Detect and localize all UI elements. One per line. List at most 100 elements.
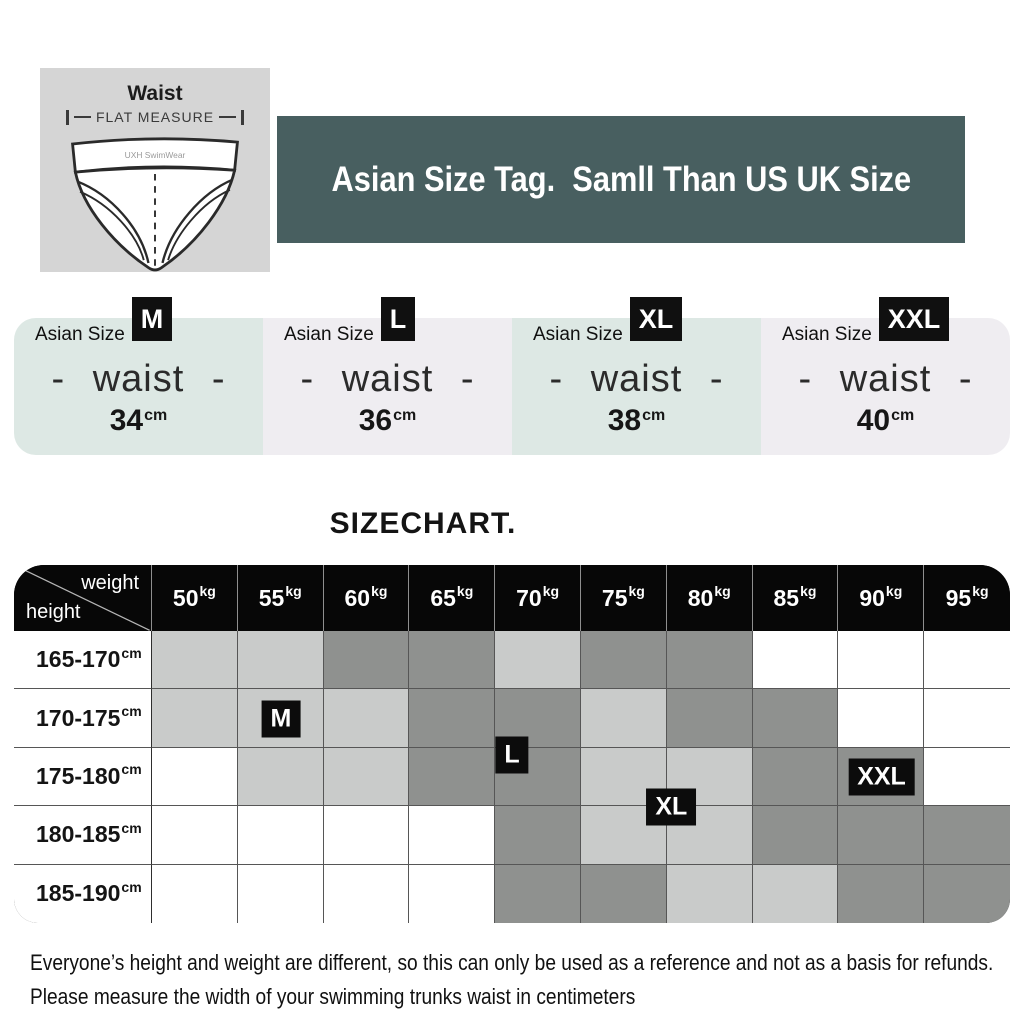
asian-size-label: Asian Size	[284, 324, 374, 345]
bracket-right-tick	[241, 109, 244, 125]
size-card-l: Asian Size L - waist - 36cm	[263, 297, 512, 455]
table-row-180-185cm: 180-185 cm	[14, 806, 1010, 865]
cell-170-175cm-95kg	[924, 689, 1010, 748]
cell-170-175cm-75kg	[581, 689, 667, 748]
card-head: Asian Size XXL	[761, 297, 1010, 352]
cell-170-175cm-80kg	[666, 689, 753, 748]
size-card-m: Asian Size M - waist - 34cm	[14, 297, 263, 455]
cell-165-170cm-55kg	[237, 631, 324, 690]
corner-height-label: height	[26, 601, 81, 623]
cell-180-185cm-95kg	[924, 806, 1010, 865]
table-row-185-190cm: 185-190 cm	[14, 864, 1010, 923]
size-chip-xxl: XXL	[878, 297, 950, 341]
bracket-right-line	[219, 115, 236, 119]
measure-title: Waist	[127, 82, 183, 105]
disclaimer-line-1: Everyone’s height and weight are differe…	[30, 950, 994, 975]
briefs-illustration: UXH SwimWear	[71, 137, 239, 272]
cell-175-180cm-55kg	[237, 747, 324, 807]
height-label-165-170cm: 165-170 cm	[14, 631, 152, 690]
cell-180-185cm-60kg	[323, 806, 410, 865]
weight-header-95kg: 95 kg	[945, 583, 989, 611]
weight-header-70kg: 70 kg	[495, 565, 581, 631]
cell-170-175cm-90kg	[838, 689, 925, 748]
weight-header-50kg: 50 kg	[152, 565, 238, 631]
cell-165-170cm-95kg	[924, 631, 1010, 690]
cell-165-170cm-70kg	[495, 631, 581, 690]
waist-value: 36cm	[358, 404, 417, 437]
cell-185-190cm-70kg	[495, 864, 581, 923]
table-row-175-180cm: 175-180 cm	[14, 747, 1010, 807]
disclaimer-text: Everyone’s height and weight are differe…	[30, 946, 1022, 1014]
weight-header-90kg: 90 kg	[838, 565, 925, 631]
table-row-165-170cm: 165-170 cm	[14, 631, 1010, 690]
size-chart-table: weight height 50 kg 55 kg 60 kg 65 kg 70 kg 75 kg 80 kg…	[14, 565, 1010, 923]
table-row-170-175cm: 170-175 cm	[14, 689, 1010, 748]
cell-175-180cm-95kg	[924, 747, 1010, 807]
height-label-170-175cm: 170-175 cm	[14, 689, 152, 748]
cell-170-175cm-50kg	[152, 689, 238, 748]
flat-measure-label: FLAT MEASURE	[95, 109, 215, 125]
cell-165-170cm-85kg	[752, 631, 839, 690]
cell-165-170cm-80kg	[666, 631, 753, 690]
flat-measure-bracket: FLAT MEASURE	[40, 109, 270, 125]
cell-185-190cm-85kg	[752, 864, 839, 923]
cell-185-190cm-95kg	[924, 864, 1010, 923]
cell-180-185cm-50kg	[152, 806, 238, 865]
asian-size-label: Asian Size	[35, 324, 125, 345]
weight-header-75kg: 75 kg	[581, 565, 667, 631]
sizechart-title: SIZECHART.	[329, 507, 517, 540]
waist-text: - waist -	[51, 358, 226, 400]
size-marker-l: L	[495, 736, 529, 774]
height-label-180-185cm: 180-185 cm	[14, 806, 152, 865]
waist-text: - waist -	[798, 358, 973, 400]
size-chip-xl: XL	[629, 297, 683, 341]
waist-text: - waist -	[549, 358, 724, 400]
cell-175-180cm-50kg	[152, 747, 238, 807]
cell-175-180cm-65kg	[409, 747, 496, 807]
cell-185-190cm-65kg	[409, 864, 496, 923]
height-label-185-190cm: 185-190 cm	[14, 864, 152, 923]
cell-180-185cm-90kg	[838, 806, 925, 865]
cell-165-170cm-65kg	[409, 631, 496, 690]
cell-185-190cm-90kg	[838, 864, 925, 923]
cell-185-190cm-75kg	[581, 864, 667, 923]
cell-175-180cm-60kg	[323, 747, 410, 807]
size-marker-xxl: XXL	[848, 758, 915, 796]
cell-185-190cm-80kg	[666, 864, 753, 923]
cell-180-185cm-70kg	[495, 806, 581, 865]
asian-size-label: Asian Size	[533, 324, 623, 345]
brand-text: UXH SwimWear	[125, 150, 186, 160]
size-chip-l: L	[380, 297, 416, 341]
card-head: Asian Size M	[14, 297, 263, 352]
weight-header-80kg: 80 kg	[667, 565, 753, 631]
height-label-175-180cm: 175-180 cm	[14, 747, 152, 807]
cell-180-185cm-65kg	[409, 806, 496, 865]
size-card-xxl: Asian Size XXL - waist - 40cm	[761, 297, 1010, 455]
cell-180-185cm-55kg	[237, 806, 324, 865]
cell-165-170cm-50kg	[152, 631, 238, 690]
disclaimer-line-2: Please measure the width of your swimmin…	[30, 984, 636, 1010]
waist-text: - waist -	[300, 358, 475, 400]
banner-text: Asian Size Tag. Samll Than US UK Size	[331, 159, 911, 199]
waist-measure-diagram: Waist FLAT MEASURE UXH SwimWear	[40, 68, 270, 272]
table-header-row: weight height 50 kg 55 kg 60 kg 65 kg 70 kg 75 kg 80 kg…	[14, 565, 1010, 631]
cell-185-190cm-55kg	[237, 864, 324, 923]
cell-185-190cm-50kg	[152, 864, 238, 923]
corner-weight-label: weight	[81, 572, 139, 594]
waist-value: 34cm	[109, 404, 168, 437]
weight-header-55kg: 55 kg	[238, 565, 324, 631]
bracket-left-tick	[66, 109, 69, 125]
weight-header-65kg: 65 kg	[409, 565, 496, 631]
cell-185-190cm-60kg	[323, 864, 410, 923]
corner-cell-weight-height: weight height	[14, 565, 152, 631]
diagonal-divider	[14, 565, 151, 631]
weight-header-60kg: 60 kg	[324, 565, 410, 631]
asian-size-label: Asian Size	[782, 324, 872, 345]
cell-170-175cm-65kg	[409, 689, 496, 748]
cell-165-170cm-75kg	[581, 631, 667, 690]
cell-165-170cm-90kg	[838, 631, 925, 690]
cell-170-175cm-85kg	[752, 689, 839, 748]
size-marker-xl: XL	[646, 788, 697, 826]
cell-165-170cm-60kg	[323, 631, 410, 690]
